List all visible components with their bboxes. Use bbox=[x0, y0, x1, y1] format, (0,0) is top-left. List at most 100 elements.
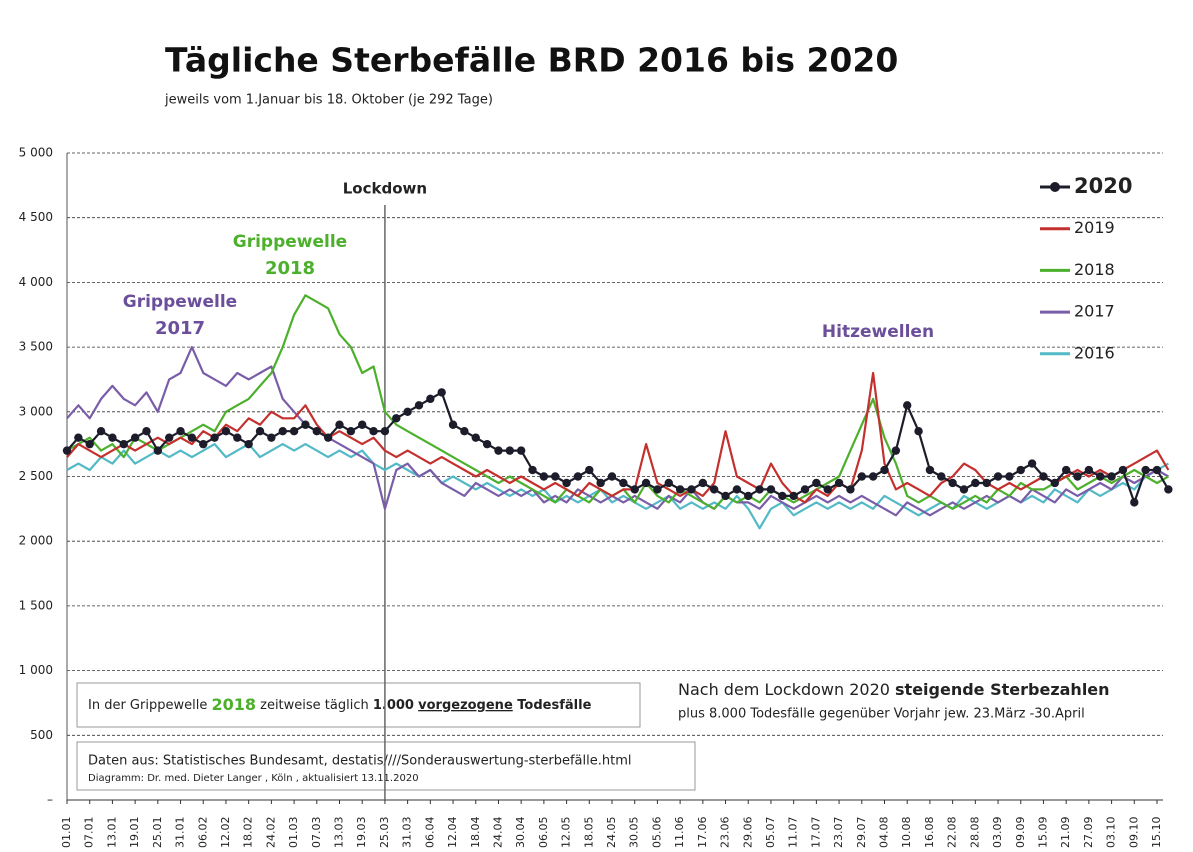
y-tick-label: 3 500 bbox=[19, 340, 53, 354]
annotation: Grippewelle bbox=[233, 232, 347, 252]
series-marker bbox=[1107, 472, 1116, 481]
series-marker bbox=[358, 420, 367, 429]
series-marker bbox=[868, 472, 878, 481]
series-marker bbox=[221, 427, 231, 436]
info-box bbox=[76, 682, 641, 728]
y-tick-label: 5 000 bbox=[19, 146, 53, 160]
x-tick-label: 24.05 bbox=[605, 817, 618, 849]
series-marker bbox=[732, 485, 742, 494]
x-tick-label: 01.01 bbox=[60, 817, 73, 849]
series-marker bbox=[528, 465, 537, 475]
series-marker bbox=[369, 427, 378, 436]
series-marker bbox=[244, 439, 253, 449]
x-tick-label: 04.08 bbox=[878, 817, 891, 849]
series-marker bbox=[800, 485, 810, 494]
x-tick-label: 03.10 bbox=[1105, 817, 1118, 849]
info-text: In der Grippewelle 2018 zeitweise täglic… bbox=[88, 695, 592, 714]
x-tick-label: 06.05 bbox=[537, 817, 550, 849]
x-tick-label: 27.09 bbox=[1082, 817, 1095, 849]
source-text: Diagramm: Dr. med. Dieter Langer , Köln … bbox=[88, 773, 419, 784]
lockdown-note: Nach dem Lockdown 2020 steigende Sterbez… bbox=[678, 680, 1110, 699]
series-marker bbox=[403, 407, 412, 416]
series-marker bbox=[585, 465, 594, 475]
x-tick-label: 09.09 bbox=[1014, 817, 1027, 849]
series-line bbox=[66, 346, 1169, 517]
series-marker bbox=[85, 439, 94, 449]
series-marker bbox=[516, 446, 526, 455]
series-marker bbox=[505, 446, 515, 455]
x-tick-label: 24.02 bbox=[264, 817, 277, 849]
series-marker bbox=[1118, 465, 1128, 475]
x-tick-label: 17.07 bbox=[809, 817, 822, 849]
series-marker bbox=[426, 394, 435, 404]
x-tick-label: 15.10 bbox=[1150, 817, 1163, 849]
series-marker bbox=[914, 427, 923, 436]
chart-title: Tägliche Sterbefälle BRD 2016 bis 2020 bbox=[165, 41, 898, 80]
x-tick-label: 29.06 bbox=[741, 817, 754, 849]
x-tick-label: 19.03 bbox=[355, 817, 368, 849]
series-marker bbox=[971, 478, 980, 488]
x-tick-label: 05.07 bbox=[764, 817, 777, 849]
x-tick-label: 23.07 bbox=[832, 817, 845, 849]
series-marker bbox=[96, 427, 106, 436]
series-marker bbox=[1164, 485, 1173, 494]
series-marker bbox=[880, 465, 889, 475]
info-part: 1.000 bbox=[373, 698, 414, 713]
series-marker bbox=[1027, 459, 1037, 468]
series-marker bbox=[289, 427, 299, 436]
series-marker bbox=[789, 491, 798, 501]
series-marker bbox=[130, 433, 140, 442]
series-marker bbox=[834, 478, 844, 488]
chart-subtitle: jeweils vom 1.Januar bis 18. Oktober (je… bbox=[164, 93, 493, 108]
x-tick-label: 11.07 bbox=[787, 817, 800, 849]
legend-label: 2019 bbox=[1074, 218, 1115, 237]
info-part: Todesfälle bbox=[513, 698, 592, 713]
series-marker bbox=[744, 491, 753, 501]
x-tick-label: 10.08 bbox=[900, 817, 913, 849]
series-marker bbox=[108, 433, 117, 442]
series-marker bbox=[414, 401, 424, 410]
series-marker bbox=[1016, 465, 1025, 475]
annotation: 2017 bbox=[155, 318, 205, 339]
y-tick-label: 2 000 bbox=[19, 534, 53, 548]
series-marker bbox=[142, 427, 151, 436]
series-marker bbox=[267, 433, 276, 442]
annotation: Hitzewellen bbox=[822, 322, 934, 342]
series-marker bbox=[255, 427, 265, 436]
y-tick-label: 4 500 bbox=[19, 210, 53, 224]
x-tick-label: 06.02 bbox=[196, 817, 209, 849]
series-marker bbox=[846, 485, 855, 494]
series-marker bbox=[982, 478, 991, 488]
x-tick-label: 28.08 bbox=[968, 817, 981, 849]
info-part: In der Grippewelle bbox=[88, 698, 211, 713]
series-marker bbox=[448, 420, 458, 429]
series-marker bbox=[437, 388, 446, 397]
series-marker bbox=[210, 433, 219, 442]
y-tick-label: 1 500 bbox=[19, 598, 53, 612]
x-tick-label: 07.01 bbox=[83, 817, 96, 849]
series-marker bbox=[482, 439, 492, 449]
info-part: vorgezogene bbox=[418, 698, 513, 713]
x-tick-label: 07.03 bbox=[310, 817, 323, 849]
lockdown-label: Lockdown bbox=[343, 180, 427, 198]
series-marker bbox=[1096, 472, 1105, 481]
y-tick-label: 500 bbox=[30, 728, 53, 742]
series-marker bbox=[1130, 498, 1139, 507]
series-marker bbox=[721, 491, 730, 501]
series-marker bbox=[233, 433, 242, 442]
x-tick-label: 18.04 bbox=[469, 817, 482, 849]
x-tick-label: 15.09 bbox=[1036, 817, 1049, 849]
x-tick-label: 13.01 bbox=[105, 817, 118, 849]
series-marker bbox=[176, 427, 185, 436]
series-marker bbox=[959, 485, 969, 494]
x-tick-label: 31.03 bbox=[401, 817, 414, 849]
y-tick-label: 3 000 bbox=[19, 404, 53, 418]
x-tick-label: 09.10 bbox=[1127, 817, 1140, 849]
x-tick-label: 24.04 bbox=[491, 817, 504, 849]
series-marker bbox=[460, 427, 469, 436]
series-marker bbox=[1141, 465, 1150, 475]
series-marker bbox=[392, 414, 401, 423]
series-marker bbox=[812, 478, 821, 488]
series-marker bbox=[278, 427, 287, 436]
x-tick-label: 31.01 bbox=[174, 817, 187, 849]
